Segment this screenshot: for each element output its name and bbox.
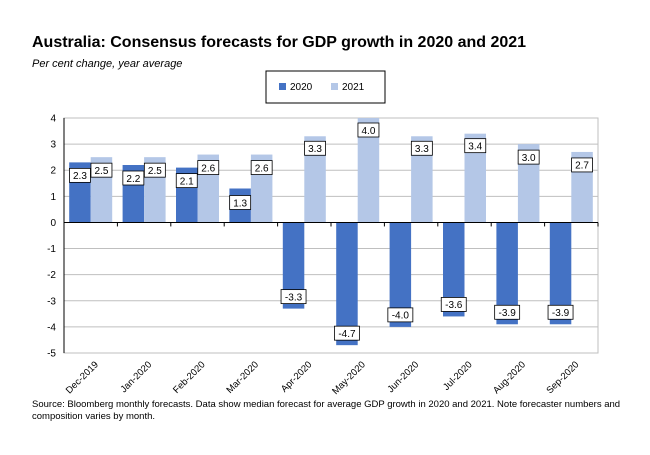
data-label: 4.0 (361, 126, 375, 137)
data-label: -4.7 (338, 329, 356, 340)
x-tick-label: Mar-2020 (224, 359, 261, 396)
bar-2020-may-2020 (336, 222, 358, 346)
data-label-box (250, 160, 273, 175)
y-tick-label: 1 (50, 192, 56, 203)
x-tick-label: Jul-2020 (441, 359, 475, 393)
data-labels-layer: 2.3 2.2 2.1 1.3 -3.3 -4.7 -4.0 -3.6 -3.9 -3.9 2.5 2… (69, 122, 593, 341)
data-label: 2.6 (255, 163, 269, 174)
data-label-box (143, 162, 166, 178)
y-tick-label: 4 (50, 114, 56, 125)
data-label: -3.6 (445, 300, 463, 311)
data-label-box (494, 304, 521, 320)
data-label: 2.5 (148, 166, 162, 177)
data-label-box (90, 162, 113, 178)
data-label: 2.5 (94, 166, 108, 177)
y-tick-label: 0 (50, 218, 56, 229)
data-label-box (229, 195, 252, 210)
chart-subtitle: Per cent change, year average (32, 58, 183, 70)
data-label-box (122, 170, 145, 186)
bar-2020-jun-2020 (389, 222, 412, 327)
chart-legend: 2020 2021 (265, 70, 386, 104)
chart-title: Australia: Consensus forecasts for GDP g… (32, 34, 527, 51)
data-label-box (357, 122, 380, 138)
legend-swatch-2020 (279, 83, 286, 90)
data-label: -3.3 (285, 292, 303, 303)
data-label: 1.3 (233, 198, 247, 209)
data-label: 3.3 (415, 144, 429, 155)
data-label-box (69, 167, 91, 183)
legend-swatch-2021 (331, 83, 338, 90)
data-label: -4.0 (392, 311, 410, 322)
legend-label-2021: 2021 (342, 82, 365, 93)
y-tick-label: -5 (47, 349, 56, 360)
data-label: 3.4 (468, 141, 482, 152)
data-label-box (547, 304, 574, 320)
data-label-box (197, 160, 220, 175)
x-tick-label: Dec-2019 (64, 359, 101, 396)
y-tick-label: -2 (47, 270, 56, 281)
x-tick-label: Feb-2020 (171, 359, 208, 396)
data-label-box (440, 297, 467, 312)
x-tick-label: Jun-2020 (385, 359, 421, 395)
source-note: Source: Bloomberg monthly forecasts. Dat… (32, 399, 621, 422)
bar-2021-apr-2020 (304, 136, 326, 223)
x-tick-label: Sep-2020 (545, 359, 582, 396)
data-label: -3.9 (499, 308, 517, 319)
x-tick-label: May-2020 (330, 359, 368, 397)
data-label-box (175, 173, 198, 189)
legend-label-2020: 2020 (290, 82, 313, 93)
data-label-box (334, 325, 360, 341)
bar-2020-jul-2020 (443, 222, 465, 317)
data-label: 2.6 (201, 163, 215, 174)
y-tick-label: 3 (50, 140, 56, 151)
y-tick-label: -1 (47, 244, 56, 255)
data-label-box (464, 138, 487, 154)
y-tick-label: -3 (47, 296, 56, 307)
bar-2021-may-2020 (357, 118, 380, 223)
bar-2020-aug-2020 (496, 222, 518, 325)
data-label: 2.3 (73, 171, 87, 182)
data-label-box (571, 157, 593, 173)
bar-2021-jun-2020 (411, 136, 433, 223)
data-label: -3.9 (552, 308, 570, 319)
y-tick-label: 2 (50, 166, 56, 177)
y-tick-label: -4 (47, 322, 56, 333)
data-label-box (410, 140, 433, 156)
x-tick-label: Aug-2020 (491, 359, 528, 396)
x-tick-label: Apr-2020 (279, 359, 314, 394)
x-tick-label: Jan-2020 (118, 359, 154, 395)
data-label: 2.7 (575, 161, 589, 172)
data-label-box (517, 149, 540, 165)
data-label: 3.0 (522, 153, 536, 164)
bar-2020-sep-2020 (549, 222, 572, 325)
data-label: 2.2 (126, 174, 140, 185)
bar-2020-apr-2020 (282, 222, 305, 309)
data-label-box (387, 307, 414, 323)
data-label: 3.3 (308, 144, 322, 155)
bar-2021-jul-2020 (464, 133, 486, 223)
data-label-box (280, 289, 307, 305)
data-label: 2.1 (180, 176, 194, 187)
data-label-box (304, 140, 326, 156)
